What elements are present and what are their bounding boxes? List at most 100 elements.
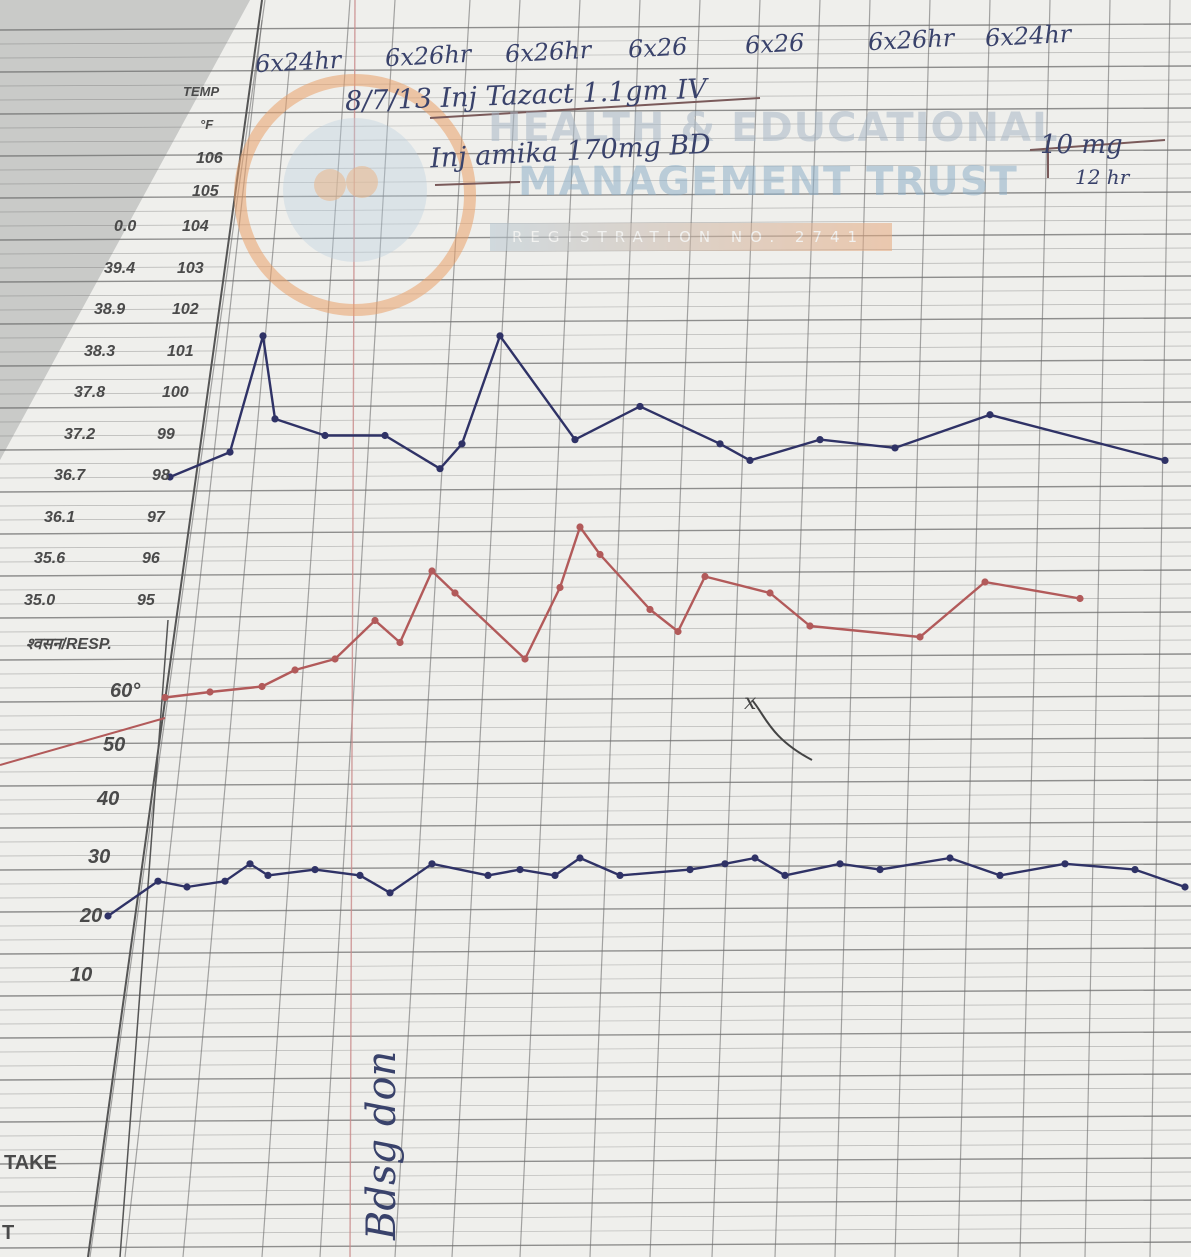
dose-entry: 6x26hr [867,23,955,57]
grid-v-line [1084,0,1111,1257]
grid-h-line [0,611,1191,619]
grid-h-line [0,1059,1191,1067]
dose-entry: 6x26hr [504,35,592,69]
pulse-point [291,666,299,674]
grid-h-line [0,23,1191,31]
grid-h-line [0,1213,1191,1221]
respiration-point [781,871,789,880]
y-label-celsius: 37.8 [74,384,106,401]
watermark-face-2 [346,166,378,198]
grid-h-line [0,401,1191,409]
pulse-point [521,655,529,663]
respiration-point [484,871,492,880]
respiration-point [686,866,694,874]
grid-h-line [0,1087,1191,1095]
pulse-point [451,589,459,597]
resp-tick-label: 60° [110,680,141,702]
watermark-registration-bar: REGISTRATION NO. 2741 [490,223,892,251]
temperature-point [381,431,389,440]
y-label-fahrenheit: 96 [142,550,160,567]
axis-separator [87,0,263,1257]
grid-h-line [0,443,1191,451]
respiration-point [246,860,254,868]
pulse-point [766,589,774,597]
y-label-fahrenheit: 95 [137,591,155,609]
grid-h-line [0,681,1191,689]
y-label-celsius: 0.0 [114,218,137,235]
grid-h-line [0,919,1191,927]
respiration-point [154,877,162,885]
watermark-line-1: HEALTH & EDUCATIONAL [488,105,1059,151]
grid-h-line [0,387,1191,395]
temperature-point [496,332,504,340]
grid-h-line [0,569,1191,577]
respiration-point [576,854,584,862]
temperature-point [746,456,754,464]
respiration-point [516,866,524,874]
grid-h-line [0,1171,1191,1179]
grid-v-line [774,0,821,1257]
grid-h-line [0,331,1191,339]
grid-h-line [0,79,1191,87]
pulse-point [596,550,604,559]
grid-h-line [0,751,1191,759]
y-label-105: 105 [192,183,219,200]
pulse-point [371,616,379,625]
grid-h-line [0,541,1191,549]
grid-h-line [0,849,1191,857]
grid-v-line [261,0,351,1257]
respiration-point [721,860,729,868]
grid-h-line [0,359,1191,367]
note-underline-2 [434,181,521,186]
watermark-face-1 [314,169,346,201]
pulse-lead-in [0,717,166,766]
resp-tick-label: 50 [103,734,126,756]
grid-h-line [0,653,1191,661]
note-underline-1 [429,97,761,119]
grid-h-line [0,597,1191,605]
respiration-point [616,871,624,880]
grid-h-line [0,807,1191,815]
grid-h-line [0,177,1191,185]
grid-h-line [0,149,1191,157]
grid-h-line [0,1185,1191,1193]
y-label-fahrenheit: 97 [147,508,165,526]
watermark-logo [234,74,476,316]
grid-h-line [0,317,1191,325]
respiration-point [551,871,559,880]
grid-h-line [0,527,1191,535]
dose-entry: 6x24hr [984,19,1072,53]
grid-h-line [0,1031,1191,1039]
grid-h-line [0,1157,1191,1165]
stray-pen-stroke [751,699,813,761]
temperature-point [321,431,329,440]
respiration-point [1131,866,1139,874]
respiration-point [946,854,954,862]
small-mark: x [744,690,757,715]
pulse-point [331,655,339,663]
temperature-point [816,436,824,444]
respiration-point [183,883,191,891]
resp-tick-label: 20 [80,905,103,927]
grid-h-line [0,499,1191,507]
y-label-celsius: 39.4 [104,259,136,277]
grid-h-line [0,513,1191,521]
header-label-fahrenheit: °F [200,117,214,132]
y-label-celsius: 38.3 [84,342,116,360]
grid-h-line [0,121,1191,129]
pulse-point [1076,594,1084,603]
temperature-point [226,448,234,456]
grid-h-line [0,989,1191,997]
grid-v-line-red [349,0,356,1257]
grid-h-line [0,891,1191,899]
pulse-point [646,605,654,614]
grid-h-line [0,135,1191,143]
grid-h-line [0,261,1191,269]
pulse-point [206,688,214,696]
temperature-point [166,473,174,481]
y-label-fahrenheit: 99 [157,425,175,443]
grid-h-line [0,163,1191,171]
grid-h-line [0,303,1191,311]
grid-h-line [0,835,1191,843]
grid-v-line [834,0,871,1257]
